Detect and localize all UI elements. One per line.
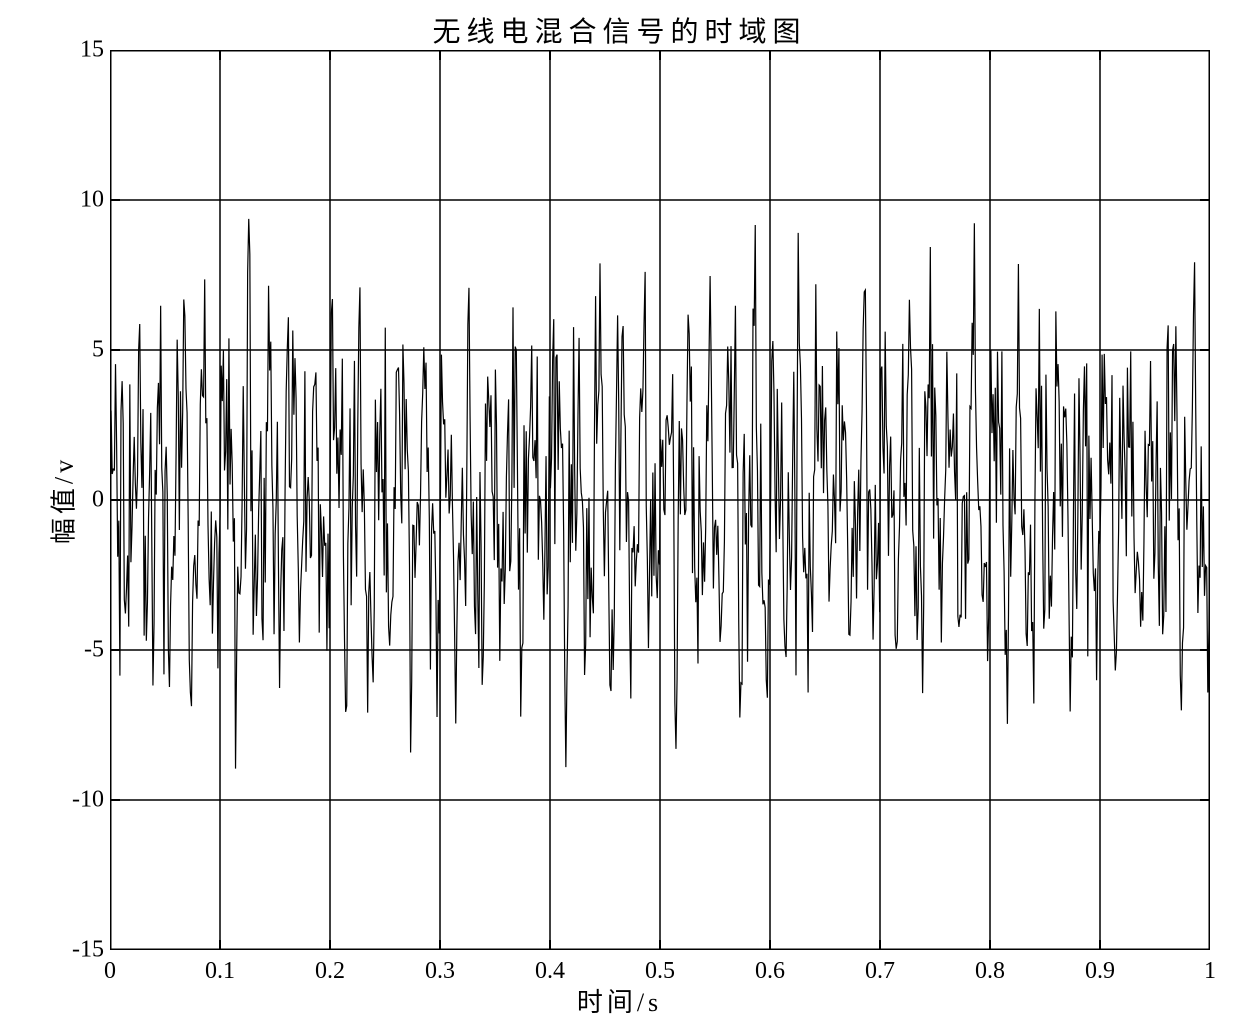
y-tick-label: -15 [72,937,104,964]
y-tick-label: 5 [92,337,104,364]
chart-title: 无线电混合信号的时域图 [0,10,1239,50]
y-tick-label: 15 [80,37,104,64]
plot-area [110,50,1210,950]
x-tick-label: 1 [1204,958,1216,985]
chart-container: 无线电混合信号的时域图 幅值/v 时间/s -15 -10 -5 0 5 10 15 0 0.1… [0,0,1239,1031]
x-axis-label: 时间/s [0,982,1239,1019]
plot-svg [110,50,1210,950]
x-tick-label: 0.5 [645,958,675,985]
x-tick-label: 0.9 [1085,958,1115,985]
x-tick-label: 0.7 [865,958,895,985]
y-tick-label: 0 [92,487,104,514]
x-tick-label: 0 [104,958,116,985]
y-tick-label: -5 [84,637,104,664]
x-tick-label: 0.6 [755,958,785,985]
x-tick-label: 0.1 [205,958,235,985]
x-tick-label: 0.2 [315,958,345,985]
y-tick-label: -10 [72,787,104,814]
y-axis-label: 幅值/v [44,456,81,544]
x-tick-label: 0.3 [425,958,455,985]
x-tick-label: 0.4 [535,958,565,985]
y-tick-label: 10 [80,187,104,214]
x-tick-label: 0.8 [975,958,1005,985]
